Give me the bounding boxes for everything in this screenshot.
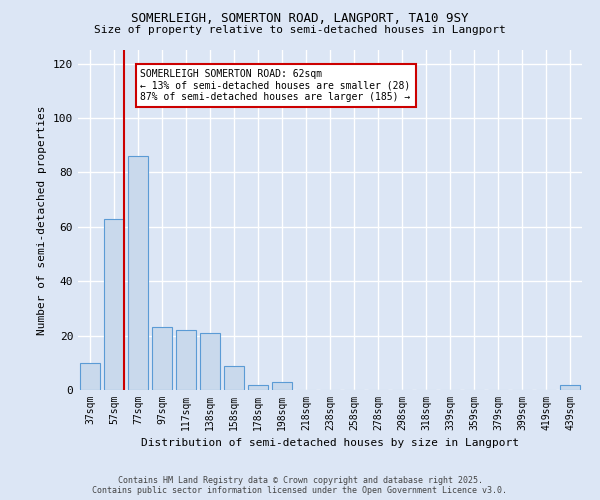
Bar	[200, 333, 220, 390]
Bar	[176, 330, 196, 390]
Bar	[152, 328, 172, 390]
Y-axis label: Number of semi-detached properties: Number of semi-detached properties	[37, 106, 47, 335]
Bar	[560, 384, 580, 390]
Bar	[128, 156, 148, 390]
Text: Contains HM Land Registry data © Crown copyright and database right 2025.
Contai: Contains HM Land Registry data © Crown c…	[92, 476, 508, 495]
Text: Size of property relative to semi-detached houses in Langport: Size of property relative to semi-detach…	[94, 25, 506, 35]
X-axis label: Distribution of semi-detached houses by size in Langport: Distribution of semi-detached houses by …	[141, 438, 519, 448]
Bar	[272, 382, 292, 390]
Bar	[224, 366, 244, 390]
Bar	[80, 363, 100, 390]
Text: SOMERLEIGH, SOMERTON ROAD, LANGPORT, TA10 9SY: SOMERLEIGH, SOMERTON ROAD, LANGPORT, TA1…	[131, 12, 469, 26]
Bar	[104, 218, 124, 390]
Bar	[248, 384, 268, 390]
Text: SOMERLEIGH SOMERTON ROAD: 62sqm
← 13% of semi-detached houses are smaller (28)
8: SOMERLEIGH SOMERTON ROAD: 62sqm ← 13% of…	[140, 69, 410, 102]
